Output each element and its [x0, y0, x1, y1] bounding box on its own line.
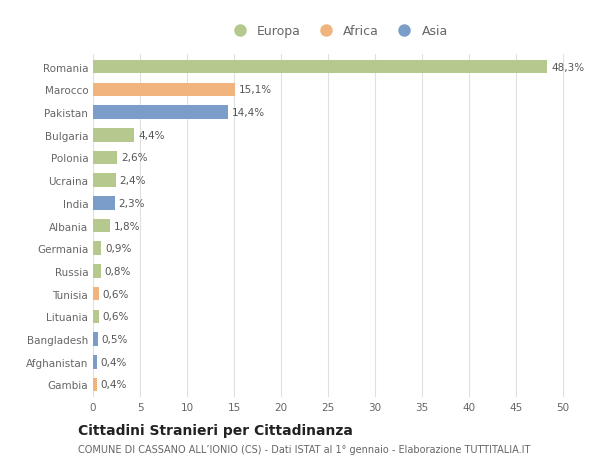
Bar: [93, 196, 115, 210]
Bar: [93, 287, 98, 301]
Text: Cittadini Stranieri per Cittadinanza: Cittadini Stranieri per Cittadinanza: [78, 423, 353, 437]
Text: COMUNE DI CASSANO ALL’IONIO (CS) - Dati ISTAT al 1° gennaio - Elaborazione TUTTI: COMUNE DI CASSANO ALL’IONIO (CS) - Dati …: [78, 444, 530, 454]
Bar: [93, 151, 118, 165]
Bar: [93, 332, 98, 346]
Bar: [93, 174, 116, 188]
Text: 48,3%: 48,3%: [551, 62, 584, 73]
Bar: [93, 106, 229, 120]
Text: 2,6%: 2,6%: [121, 153, 148, 163]
Bar: [93, 310, 98, 324]
Text: 0,4%: 0,4%: [101, 357, 127, 367]
Bar: [93, 242, 101, 256]
Text: 0,6%: 0,6%: [103, 289, 129, 299]
Text: 14,4%: 14,4%: [232, 108, 265, 118]
Text: 0,6%: 0,6%: [103, 312, 129, 322]
Text: 2,4%: 2,4%: [119, 176, 146, 186]
Text: 2,3%: 2,3%: [118, 198, 145, 208]
Text: 0,5%: 0,5%: [101, 334, 128, 344]
Bar: [93, 84, 235, 97]
Legend: Europa, Africa, Asia: Europa, Africa, Asia: [222, 20, 453, 43]
Text: 4,4%: 4,4%: [138, 130, 164, 140]
Bar: [93, 129, 134, 142]
Bar: [93, 219, 110, 233]
Bar: [93, 378, 97, 392]
Text: 0,4%: 0,4%: [101, 380, 127, 390]
Bar: [93, 61, 547, 74]
Bar: [93, 355, 97, 369]
Text: 15,1%: 15,1%: [239, 85, 272, 95]
Text: 1,8%: 1,8%: [113, 221, 140, 231]
Text: 0,8%: 0,8%: [104, 266, 131, 276]
Bar: [93, 264, 101, 278]
Text: 0,9%: 0,9%: [105, 244, 131, 254]
